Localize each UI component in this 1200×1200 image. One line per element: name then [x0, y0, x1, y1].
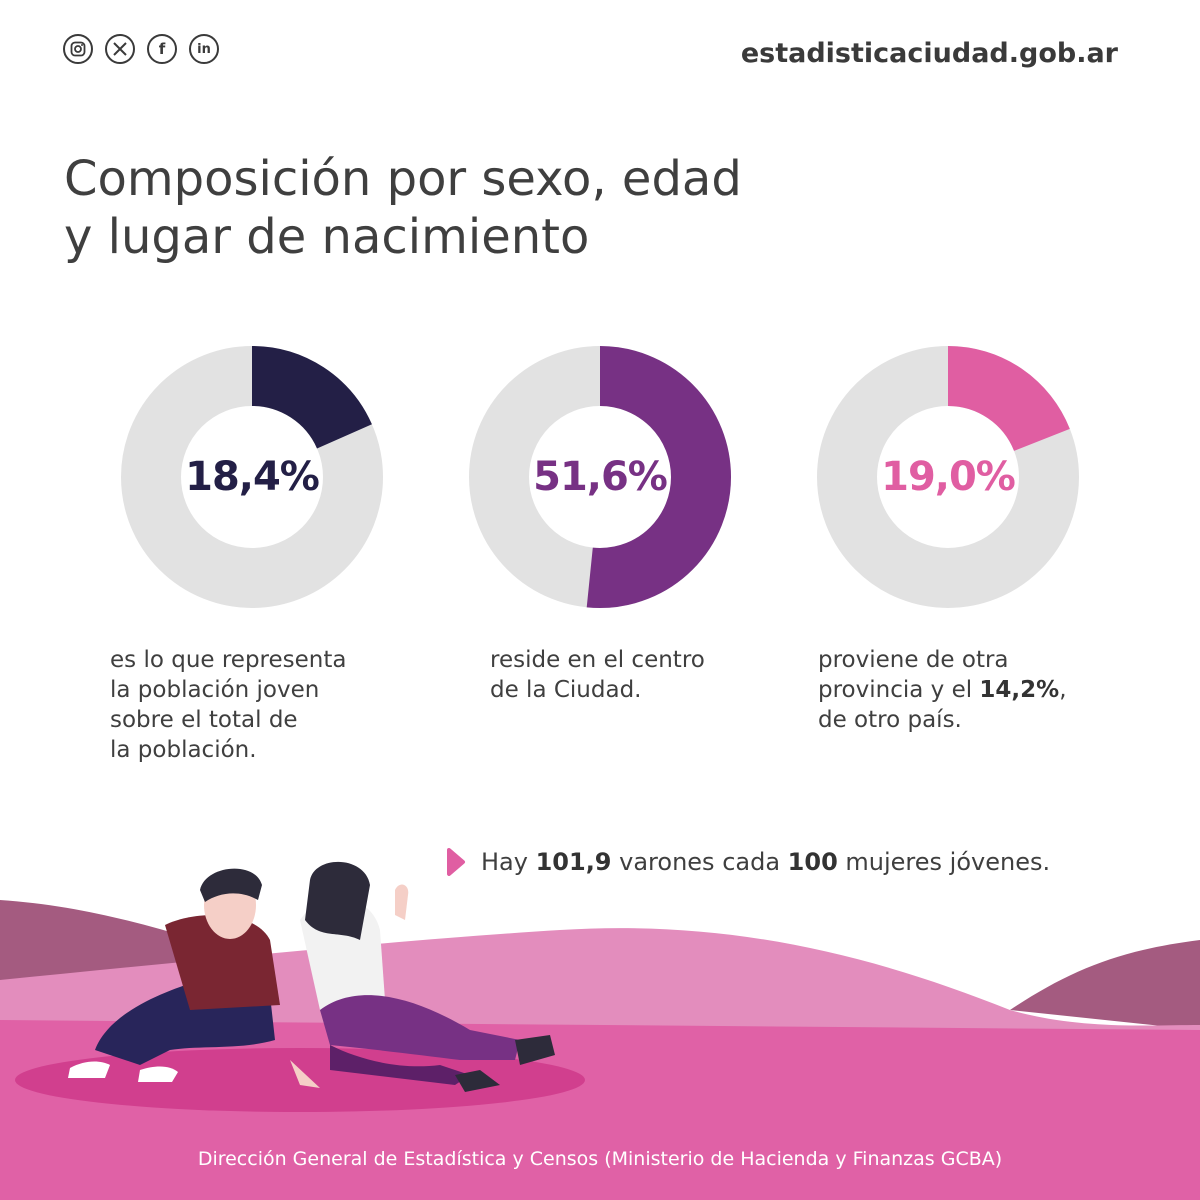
arrow-marker-icon [447, 848, 465, 876]
other-country-value: 14,2% [979, 677, 1060, 703]
ratio-mid: varones cada [611, 848, 788, 876]
title-line-1: Composición por sexo, edad [64, 151, 742, 207]
site-url[interactable]: estadisticaciudad.gob.ar [740, 38, 1118, 69]
desc-line: la población. [110, 737, 257, 763]
desc-line: proviene de otra [818, 647, 1009, 673]
desc-line: provincia y el [818, 677, 980, 703]
stat-value: 51,6% [533, 454, 668, 500]
donut-city-center: 51,6% [468, 345, 732, 609]
stat-value: 19,0% [881, 454, 1016, 500]
ratio-statement: Hay 101,9 varones cada 100 mujeres jóven… [445, 848, 1050, 876]
ratio-post: mujeres jóvenes. [837, 848, 1051, 876]
instagram-icon[interactable] [63, 34, 93, 64]
social-links: f in [63, 34, 219, 64]
donut-segment [469, 346, 731, 608]
footer-credit: Dirección General de Estadística y Censo… [197, 1148, 1003, 1170]
desc-line: la población joven [110, 677, 320, 703]
ratio-men-value: 101,9 [535, 848, 612, 876]
page-title: Composición por sexo, edad y lugar de na… [64, 150, 742, 266]
ratio-pre: Hay [481, 848, 536, 876]
woman-figure [300, 861, 555, 1092]
stat-description-province: proviene de otra provincia y el 14,2%, d… [818, 645, 1067, 735]
facebook-icon[interactable]: f [147, 34, 177, 64]
donut-segment [121, 346, 383, 608]
stat-description-center: reside en el centro de la Ciudad. [490, 645, 705, 705]
stat-value: 18,4% [185, 454, 320, 500]
man-figure [68, 868, 320, 1088]
ratio-women-value: 100 [787, 848, 838, 876]
desc-line: sobre el total de [110, 707, 298, 733]
stat-description-young: es lo que representa la población joven … [110, 645, 346, 765]
x-icon[interactable] [105, 34, 135, 64]
ratio-text: Hay 101,9 varones cada 100 mujeres jóven… [481, 848, 1050, 876]
desc-punct: , [1059, 677, 1067, 703]
desc-line: de otro país. [818, 707, 962, 733]
title-line-2: y lugar de nacimiento [64, 209, 590, 265]
donut-other-province: 19,0% [816, 345, 1080, 609]
desc-line: reside en el centro [490, 647, 705, 673]
landscape-illustration [0, 861, 1200, 1200]
donut-segment [817, 346, 1079, 608]
donut-young-population: 18,4% [120, 345, 384, 609]
desc-line: es lo que representa [110, 647, 347, 673]
linkedin-icon[interactable]: in [189, 34, 219, 64]
desc-line: de la Ciudad. [490, 677, 642, 703]
